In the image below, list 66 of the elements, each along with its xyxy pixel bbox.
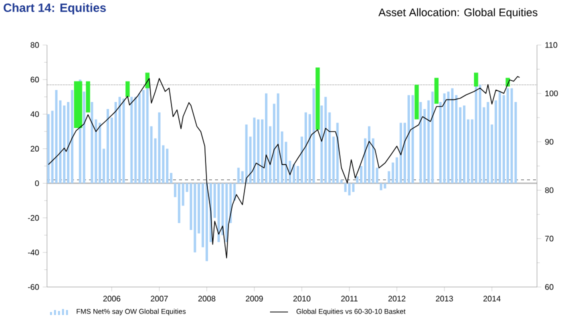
bar [324,96,327,184]
bar [498,92,502,184]
y-tick-label: -60 [28,284,39,290]
bar [217,183,220,242]
y-tick-label: 80 [30,42,39,48]
bar [257,119,260,184]
y-tick-label: -20 [28,215,39,221]
x-tick-label: 2007 [150,296,168,302]
y-tick-label: 0 [35,180,39,186]
bar [408,95,410,184]
chart-subtitle: Asset Allocation: Global Equities [378,8,538,18]
bar [276,93,280,184]
y2-tick-label: 80 [545,187,554,194]
x-tick-label: 2008 [198,296,216,302]
line-series [48,76,520,258]
bar [506,88,509,184]
bar [400,122,402,184]
bar [265,93,268,184]
bar [253,118,256,184]
bar [47,114,50,184]
bar [130,96,133,184]
x-tick-label: 2013 [436,296,453,302]
y-tick-label: 20 [30,146,39,152]
chart-title: Chart 14: Equities [4,3,106,14]
x-tick-label: 2014 [483,296,501,302]
x-tick-label: 2009 [246,296,263,302]
bar [451,88,454,184]
bar [225,183,228,242]
bar [292,164,296,184]
bar [344,183,347,192]
bar [304,112,307,184]
bar [98,122,102,184]
x-tick-label: 2011 [341,296,358,302]
bar [106,108,110,184]
bar [158,112,160,184]
x-tick-label: 2006 [103,296,120,302]
y2-tick-label: 70 [545,236,554,242]
y2-tick-label: 110 [545,42,558,48]
y2-tick-label: 90 [545,138,554,145]
bar [352,183,355,192]
bar [510,88,513,184]
bar [447,92,450,184]
x-tick-label: 2012 [388,296,406,302]
bar [245,124,248,184]
y-tick-label: 40 [30,111,39,117]
y-tick-label: -40 [28,250,39,256]
bar [194,183,196,252]
bar [368,126,370,184]
y2-tick-label: 60 [545,284,554,290]
bar [122,98,125,184]
bar [348,183,351,196]
bar [443,93,446,184]
bar [178,183,180,224]
bar [206,183,208,262]
bar [142,90,145,184]
x-tick-label: 2010 [293,296,310,302]
y2-tick-label: 100 [545,90,558,96]
bar [55,90,58,184]
bar [412,95,414,184]
bar [419,102,422,184]
bar [166,148,168,184]
bar [70,90,74,184]
y-tick-label: 60 [30,76,39,82]
bar [462,106,466,184]
bar [118,96,121,184]
bar [312,88,315,184]
